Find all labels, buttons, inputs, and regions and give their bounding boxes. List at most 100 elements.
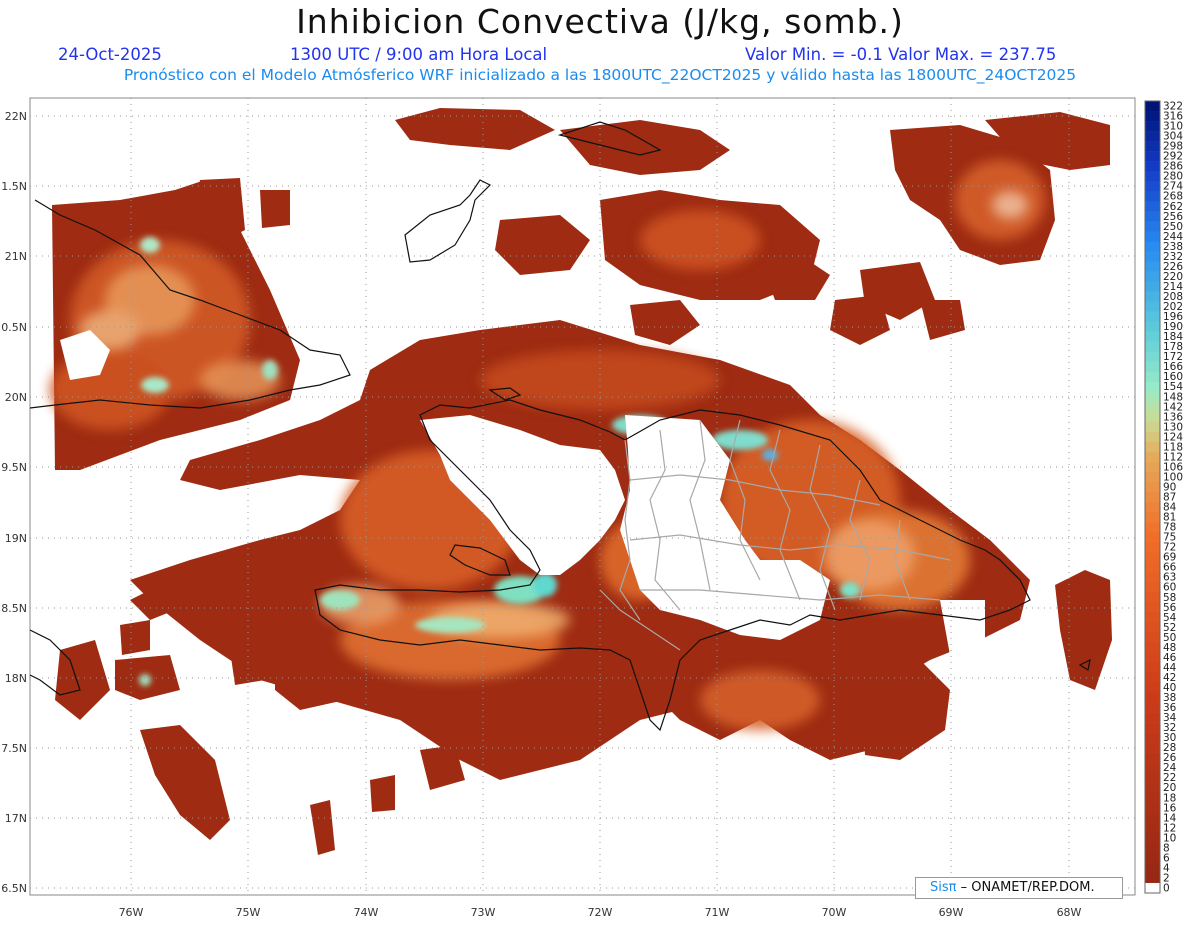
colorbar-label: 244 <box>1163 231 1183 243</box>
colorbar-label: 58 <box>1163 592 1176 604</box>
lat-label: 22N <box>5 110 27 123</box>
colorbar-label: 208 <box>1163 291 1183 303</box>
colorbar-label: 148 <box>1163 391 1183 403</box>
colorbar-swatch <box>1145 221 1160 232</box>
colorbar-swatch <box>1145 211 1160 222</box>
colorbar-swatch <box>1145 562 1160 573</box>
colorbar-label: 130 <box>1163 421 1183 433</box>
colorbar-label: 286 <box>1163 161 1183 173</box>
colorbar-swatch <box>1145 171 1160 182</box>
colorbar-label: 0 <box>1163 882 1170 894</box>
colorbar-swatch <box>1145 722 1160 733</box>
colorbar-swatch <box>1145 672 1160 683</box>
map-title: Inhibicion Convectiva (J/kg, somb.) <box>296 2 904 41</box>
colorbar-label: 46 <box>1163 652 1177 664</box>
colorbar-swatch <box>1145 552 1160 563</box>
colorbar-label: 220 <box>1163 271 1183 283</box>
colorbar-label: 54 <box>1163 612 1177 624</box>
colorbar-label: 8 <box>1163 842 1170 854</box>
colorbar-swatch <box>1145 201 1160 212</box>
colorbar-label: 81 <box>1163 512 1176 524</box>
lat-label: 0.5N <box>1 321 27 334</box>
colorbar-label: 142 <box>1163 401 1183 413</box>
lon-label: 73W <box>471 906 496 919</box>
colorbar-swatch <box>1145 882 1160 894</box>
forecast-info: Pronóstico con el Modelo Atmósferico WRF… <box>123 66 1077 84</box>
colorbar-swatch <box>1145 702 1160 713</box>
colorbar-swatch <box>1145 451 1160 463</box>
colorbar-swatch <box>1145 301 1160 312</box>
lat-labels: 22N 1.5N 21N 0.5N 20N 9.5N 19N 8.5N 18N … <box>1 110 27 895</box>
colorbar-label: 60 <box>1163 582 1176 594</box>
colorbar-swatch <box>1145 572 1160 583</box>
colorbar-label: 262 <box>1163 201 1183 213</box>
colorbar-swatch <box>1145 512 1160 523</box>
lat-label: 1.5N <box>1 180 27 193</box>
colorbar-swatch <box>1145 752 1160 763</box>
colorbar-swatch <box>1145 431 1160 443</box>
colorbar-label: 274 <box>1163 181 1183 193</box>
lat-label: 6.5N <box>1 882 27 895</box>
colorbar-label: 56 <box>1163 602 1177 614</box>
logo-brand: Sisπ <box>930 880 957 895</box>
colorbar-swatch <box>1145 441 1160 453</box>
lat-label: 9.5N <box>1 461 27 474</box>
colorbar-label: 32 <box>1163 722 1176 734</box>
colorbar-label: 20 <box>1163 782 1176 794</box>
colorbar-swatch <box>1145 261 1160 272</box>
colorbar-label: 40 <box>1163 682 1176 694</box>
colorbar-swatch <box>1145 582 1160 593</box>
colorbar-swatch <box>1145 251 1160 262</box>
colorbar-label: 16 <box>1163 802 1177 814</box>
colorbar-frame <box>1144 100 1161 894</box>
lon-label: 70W <box>822 906 847 919</box>
colorbar-swatch <box>1145 652 1160 663</box>
colorbar-label: 44 <box>1163 662 1177 674</box>
colorbar-label: 6 <box>1163 852 1170 864</box>
lat-label: 7.5N <box>1 742 27 755</box>
date-label: 24-Oct-2025 <box>58 45 162 64</box>
colorbar-swatch <box>1145 181 1160 192</box>
colorbar-swatch <box>1145 361 1160 372</box>
colorbar-label: 14 <box>1163 812 1177 824</box>
colorbar-label: 214 <box>1163 281 1183 293</box>
time-label: 1300 UTC / 9:00 am Hora Local <box>290 45 548 64</box>
colorbar-label: 250 <box>1163 221 1183 233</box>
colorbar-swatch <box>1145 662 1160 673</box>
province-borders <box>599 419 951 651</box>
colorbar-label: 154 <box>1163 381 1183 393</box>
colorbar-label: 69 <box>1163 552 1176 564</box>
colorbar-label: 52 <box>1163 622 1176 634</box>
colorbar-label: 106 <box>1163 461 1183 473</box>
colorbar-label: 90 <box>1163 481 1176 493</box>
colorbar-swatch <box>1145 131 1160 142</box>
colorbar: 3223163103042982922862802742682622562502… <box>1144 100 1183 894</box>
colorbar-label: 310 <box>1163 121 1183 133</box>
colorbar-label: 87 <box>1163 492 1176 504</box>
logo-text: – ONAMET/REP.DOM. <box>956 880 1095 895</box>
colorbar-swatch <box>1145 461 1160 473</box>
colorbar-label: 18 <box>1163 792 1176 804</box>
colorbar-label: 75 <box>1163 532 1176 544</box>
colorbar-swatch <box>1145 832 1160 844</box>
colorbar-swatch <box>1145 481 1160 493</box>
colorbar-swatch <box>1145 471 1160 483</box>
colorbar-swatch <box>1145 151 1160 162</box>
colorbar-swatch <box>1145 742 1160 753</box>
colorbar-swatch <box>1145 682 1160 693</box>
lon-label: 75W <box>236 906 261 919</box>
colorbar-swatch <box>1145 191 1160 202</box>
colorbar-label: 22 <box>1163 772 1176 784</box>
cin-none <box>60 330 985 655</box>
lon-label: 68W <box>1057 906 1082 919</box>
colorbar-label: 292 <box>1163 151 1183 163</box>
colorbar-label: 66 <box>1163 562 1177 574</box>
colorbar-swatch <box>1145 411 1160 423</box>
colorbar-swatch <box>1145 602 1160 613</box>
colorbar-swatch <box>1145 532 1160 543</box>
colorbar-swatch <box>1145 692 1160 703</box>
lon-label: 72W <box>588 906 613 919</box>
colorbar-swatch <box>1145 391 1160 403</box>
lat-label: 21N <box>5 250 27 263</box>
